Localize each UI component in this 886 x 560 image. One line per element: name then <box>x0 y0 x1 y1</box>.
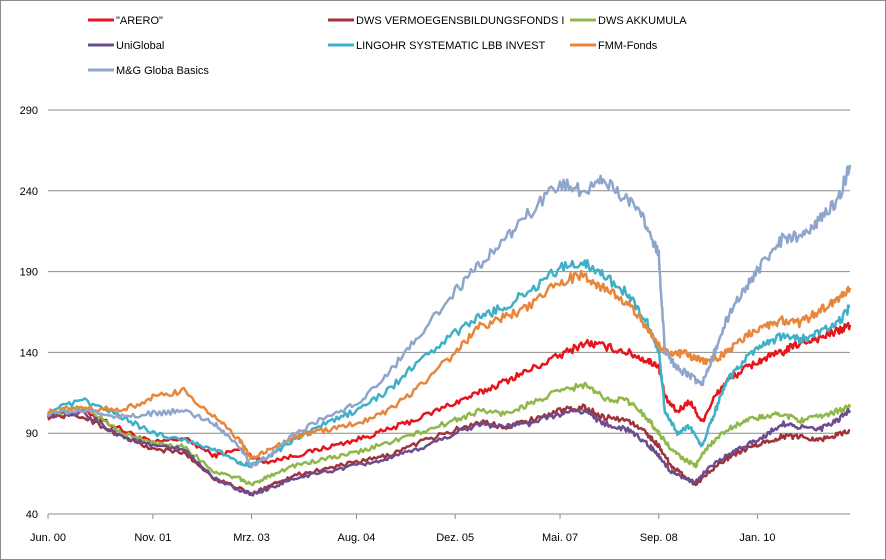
series-lines <box>46 164 852 497</box>
legend: "ARERO" DWS VERMOEGENSBILDUNGSFONDS I DWS … <box>88 15 687 77</box>
x-tick-label: Mai. 07 <box>542 532 578 544</box>
x-tick-label: Jan. 10 <box>739 532 775 544</box>
series-line-2 <box>47 381 852 487</box>
x-tick-label: Nov. 01 <box>134 532 171 544</box>
legend-label-1: DWS VERMOEGENSBILDUNGSFONDS I <box>356 15 564 27</box>
series-line-1 <box>46 403 851 497</box>
x-tick-label: Mrz. 03 <box>233 532 270 544</box>
legend-label-6: M&G Globa Basics <box>116 65 209 77</box>
legend-label-4: LINGOHR SYSTEMATIC LBB INVEST <box>356 40 546 52</box>
series-line-5 <box>46 269 852 461</box>
series-line-3 <box>46 407 852 497</box>
y-tick-label: 290 <box>20 105 38 117</box>
y-tick-label: 40 <box>26 509 38 521</box>
x-axis-ticks: Jun. 00 Nov. 01 Mrz. 03 Aug. 04 Dez. 05 Mai. … <box>30 514 776 544</box>
legend-label-5: FMM-Fonds <box>598 40 658 52</box>
series-line-6 <box>47 164 852 469</box>
y-tick-label: 140 <box>20 347 38 359</box>
x-tick-label: Sep. 08 <box>640 532 678 544</box>
y-tick-label: 240 <box>20 186 38 198</box>
legend-label-3: UniGlobal <box>116 40 164 52</box>
legend-label-2: DWS AKKUMULA <box>598 15 687 27</box>
y-tick-label: 190 <box>20 267 38 279</box>
series-line-0 <box>47 321 852 465</box>
x-tick-label: Aug. 04 <box>338 532 376 544</box>
y-tick-label: 90 <box>26 428 38 440</box>
x-tick-label: Jun. 00 <box>30 532 66 544</box>
legend-label-0: "ARERO" <box>116 15 163 27</box>
y-axis-ticks: 40 90 140 190 240 290 <box>20 105 38 521</box>
series-line-4 <box>47 259 851 469</box>
x-tick-label: Dez. 05 <box>436 532 474 544</box>
